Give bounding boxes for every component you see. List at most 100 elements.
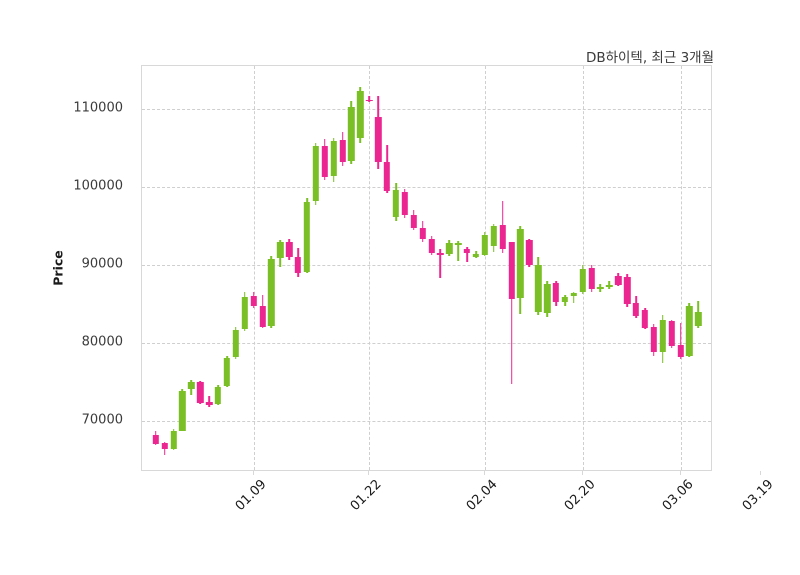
candle-body	[214, 386, 222, 405]
candle-body	[205, 401, 213, 405]
candle-body	[615, 276, 622, 285]
gridline-vertical	[253, 66, 255, 470]
candle-body	[330, 140, 337, 177]
gridline-horizontal	[142, 265, 711, 267]
candle-wick	[510, 241, 513, 384]
gridline-vertical	[369, 66, 371, 470]
candle-body	[410, 215, 417, 229]
candle-body	[232, 329, 240, 358]
plot-inner	[142, 66, 711, 470]
x-tick-mark	[368, 471, 370, 475]
candlestick	[594, 66, 606, 470]
candle-wick	[573, 291, 575, 304]
candle-body	[383, 162, 391, 191]
candlestick	[185, 66, 197, 470]
candlestick	[150, 66, 162, 470]
candle-body	[481, 235, 489, 255]
gridline-horizontal	[142, 421, 711, 423]
candlestick	[265, 66, 277, 470]
candlestick	[639, 66, 651, 470]
y-tick-label: 80000	[81, 334, 123, 350]
x-tick-label: 03.06	[659, 477, 697, 514]
candle-wick	[439, 249, 442, 279]
candle-body	[463, 249, 471, 253]
x-tick-mark	[759, 471, 761, 475]
candlestick	[345, 66, 357, 470]
candlestick	[354, 66, 366, 470]
gridline-vertical	[484, 66, 486, 470]
candle-body	[374, 116, 382, 163]
plot-area	[141, 65, 712, 471]
candle-body	[508, 242, 515, 300]
candlestick	[675, 66, 687, 470]
candlestick	[212, 66, 224, 470]
candle-body	[357, 90, 364, 138]
candlestick	[470, 66, 482, 470]
candlestick	[399, 66, 411, 470]
y-tick-label: 70000	[81, 412, 123, 428]
candle-body	[490, 226, 497, 246]
candle-body	[321, 145, 328, 177]
candlestick	[328, 66, 340, 470]
candle-body	[588, 268, 595, 289]
candlestick	[292, 66, 304, 470]
candlestick	[301, 66, 313, 470]
candlestick	[319, 66, 331, 470]
candle-body	[623, 276, 631, 305]
y-axis-ticks: 70000 80000 90000 100000 110000	[0, 65, 131, 471]
gridline-horizontal	[142, 108, 711, 110]
y-tick-label: 90000	[81, 256, 123, 272]
candlestick	[523, 66, 535, 470]
candlestick	[221, 66, 233, 470]
candle-body	[250, 296, 257, 306]
candle-body	[446, 243, 453, 255]
candle-body	[259, 305, 266, 327]
candle-body	[277, 242, 284, 259]
candlestick	[621, 66, 633, 470]
candle-body	[499, 225, 506, 250]
candle-body	[632, 303, 640, 316]
candle-wick	[208, 396, 210, 408]
candle-body	[454, 243, 462, 245]
x-tick-mark	[252, 471, 254, 475]
y-tick-label: 100000	[73, 178, 123, 194]
candle-body	[526, 240, 533, 266]
candlestick	[488, 66, 500, 470]
candle-body	[517, 229, 524, 298]
candle-body	[650, 326, 658, 352]
candle-body	[179, 390, 186, 431]
candlestick	[692, 66, 704, 470]
candle-body	[223, 358, 231, 387]
candlestick	[577, 66, 589, 470]
x-tick-mark	[483, 471, 485, 475]
candle-wick	[608, 280, 611, 289]
candlestick	[648, 66, 660, 470]
candlestick	[230, 66, 242, 470]
candlestick	[390, 66, 402, 470]
candle-body	[579, 269, 586, 293]
candlestick	[497, 66, 509, 470]
x-tick-label: 03.19	[739, 477, 777, 514]
candlestick	[683, 66, 695, 470]
candle-wick	[679, 322, 682, 359]
candlestick	[443, 66, 455, 470]
candle-body	[570, 293, 577, 297]
candlestick	[274, 66, 286, 470]
candle-body	[366, 99, 373, 102]
candlestick	[248, 66, 260, 470]
candlestick	[159, 66, 171, 470]
candle-body	[152, 434, 159, 444]
candlestick	[257, 66, 269, 470]
candle-body	[312, 146, 320, 202]
candle-body	[170, 430, 177, 450]
y-tick-label: 110000	[73, 100, 123, 116]
candlestick	[417, 66, 429, 470]
candlestick	[381, 66, 393, 470]
candle-body	[543, 283, 551, 313]
candlestick	[506, 66, 518, 470]
candle-body	[535, 265, 542, 312]
x-tick-mark	[581, 471, 583, 475]
candle-body	[294, 256, 302, 273]
